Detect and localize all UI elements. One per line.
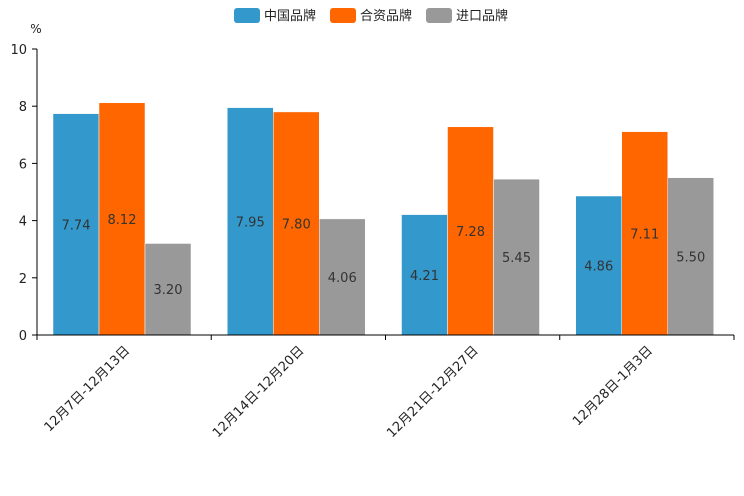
y-tick-label: 8	[19, 100, 27, 115]
x-category-label: 12月7日-12月13日	[42, 343, 134, 435]
bar	[98, 102, 146, 336]
y-tick-label: 4	[19, 215, 27, 230]
legend-label: 合资品牌	[360, 8, 412, 24]
bar-value-label: 4.06	[328, 271, 357, 286]
x-category-label: 12月28日-1月3日	[570, 343, 656, 429]
bar	[319, 218, 366, 336]
bar	[667, 177, 714, 336]
bar-value-label: 3.20	[154, 283, 183, 298]
y-axis-unit-label: %	[30, 22, 41, 36]
bar-value-label: 7.74	[62, 218, 91, 233]
x-category-label: 12月14日-12月20日	[210, 343, 307, 440]
legend-swatch	[330, 8, 356, 23]
x-category-label: 12月21日-12月27日	[384, 343, 481, 440]
bar	[493, 178, 540, 336]
bar-value-label: 5.50	[676, 250, 705, 265]
bars: 7.74 7.95 4.21 4.86 8.12 7.80 7.28 7.11 3.20 4.06…	[52, 102, 714, 336]
x-axis: 12月7日-12月13日 12月14日-12月20日 12月21日-12月27日 12…	[36, 334, 735, 441]
bar-value-label: 7.80	[282, 217, 311, 232]
bar	[447, 126, 494, 336]
bar-value-label: 7.28	[456, 225, 485, 240]
y-tick-label: 2	[19, 272, 27, 287]
bar-value-label: 5.45	[502, 251, 531, 266]
y-tick-label: 6	[19, 157, 27, 172]
bar	[227, 107, 274, 336]
bar	[621, 131, 668, 336]
legend-label: 进口品牌	[456, 8, 508, 24]
y-tick-label: 10	[10, 43, 27, 58]
bar-value-label: 7.11	[630, 227, 659, 242]
bar-value-label: 8.12	[108, 213, 137, 228]
legend-swatch	[234, 8, 260, 23]
bar-value-label: 4.86	[584, 260, 613, 275]
legend-label: 中国品牌	[264, 8, 316, 24]
y-axis: 0 2 4 6 8 10	[10, 43, 38, 344]
bar	[144, 243, 192, 336]
bar	[273, 111, 320, 336]
bar-value-label: 4.21	[410, 269, 439, 284]
bar	[575, 195, 622, 336]
legend: 中国品牌 合资品牌 进口品牌	[234, 8, 508, 24]
bar-value-label: 7.95	[236, 215, 265, 230]
y-tick-label: 0	[19, 329, 27, 344]
bar	[401, 214, 448, 336]
legend-swatch	[426, 8, 452, 23]
